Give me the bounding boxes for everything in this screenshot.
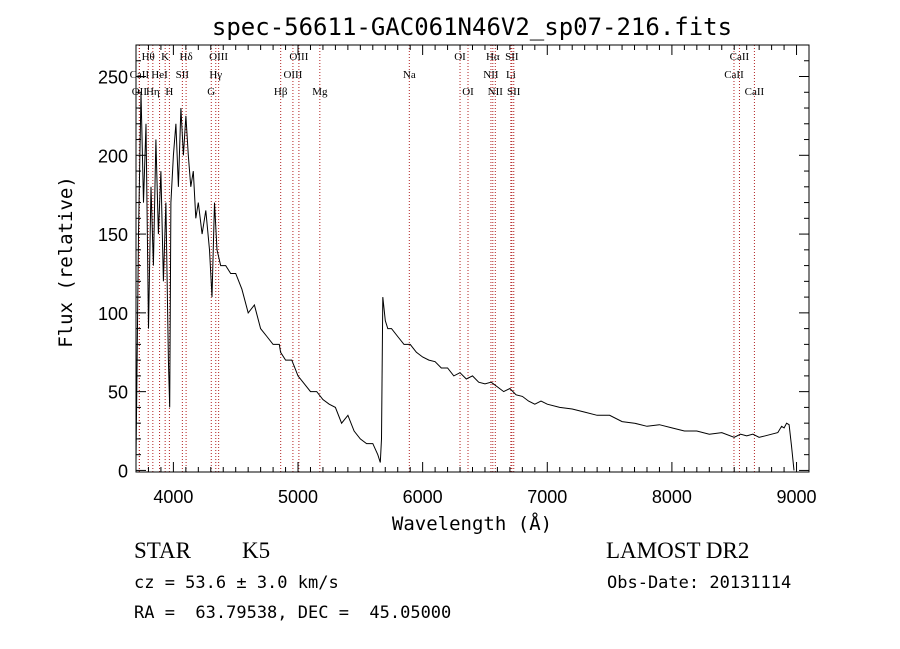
spectral-line-label: NII xyxy=(488,86,504,98)
spectral-line-label: OI xyxy=(462,86,474,98)
spectral-line-label: Li xyxy=(506,69,516,81)
x-tick-label: 5000 xyxy=(278,487,318,507)
x-tick-label: 7000 xyxy=(527,487,567,507)
spectral-line-label: Hδ xyxy=(180,51,193,63)
y-tick-label: 50 xyxy=(108,383,128,403)
y-tick-label: 0 xyxy=(118,461,128,481)
spectral-line-label: Hβ xyxy=(274,86,288,98)
spectral-line-label: H xyxy=(165,86,173,98)
spectral-line-label: CaII xyxy=(745,86,765,98)
spectral-line-markers xyxy=(138,45,755,472)
y-tick-label: 150 xyxy=(98,225,128,245)
y-tick-label: 200 xyxy=(98,146,128,166)
spectral-line-label: OI xyxy=(454,51,466,63)
x-axis-ticks: 4000 5000 6000 7000 8000 9000 xyxy=(147,45,817,507)
spectral-line-label: OIII xyxy=(283,69,302,81)
spectral-line-label: Hγ xyxy=(209,69,222,81)
y-axis-label: Flux (relative) xyxy=(55,176,77,348)
spectral-line-label: CaII xyxy=(724,69,744,81)
spectral-line-label: Hη xyxy=(146,86,160,98)
x-tick-label: 6000 xyxy=(403,487,443,507)
spectral-line-label: CaII xyxy=(130,69,150,81)
spectral-line-label: Mg xyxy=(312,86,328,98)
chart-title: spec-56611-GAC061N46V2_sp07-216.fits xyxy=(212,13,732,41)
spectral-line-label: Hα xyxy=(486,51,500,63)
x-tick-label: 8000 xyxy=(652,487,692,507)
spectral-line-label: CaII xyxy=(730,51,750,63)
spectral-line-label: SII xyxy=(505,51,519,63)
spectral-line-label: NII xyxy=(483,69,499,81)
x-tick-label: 9000 xyxy=(777,487,817,507)
spectral-line-label: Na xyxy=(403,69,416,81)
spectrum-line xyxy=(135,92,795,471)
y-tick-label: 100 xyxy=(98,304,128,324)
spectral-line-label: Hθ xyxy=(142,51,155,63)
x-tick-label: 4000 xyxy=(153,487,193,507)
spectral-line-label: OIII xyxy=(289,51,308,63)
spectral-line-label: OIII xyxy=(209,51,228,63)
y-tick-label: 250 xyxy=(98,68,128,88)
x-axis-label: Wavelength (Å) xyxy=(392,512,552,535)
spectral-line-label: G xyxy=(207,86,215,98)
spectral-line-label: K xyxy=(161,51,169,63)
spectral-line-label: HeI xyxy=(151,69,168,81)
spectral-line-label: SII xyxy=(507,86,521,98)
spectral-line-label: SII xyxy=(176,69,190,81)
y-axis-ticks: 0 50 100 150 200 250 xyxy=(98,60,809,481)
